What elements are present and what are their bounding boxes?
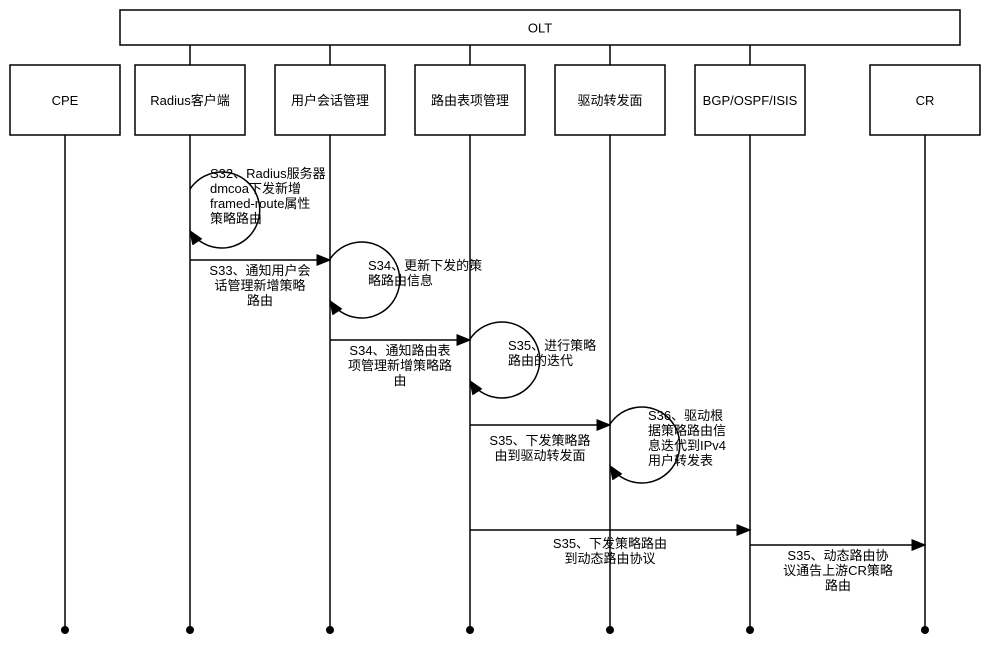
msg-label-7-0: S35、下发策略路由 — [553, 536, 667, 551]
msg-label-3-2: 由 — [393, 373, 406, 388]
msg-label-3-1: 项管理新增策略路 — [348, 358, 452, 373]
self-label-0-2: framed-route属性 — [210, 196, 310, 211]
self-label-6-0: S36、驱动根 — [648, 408, 723, 423]
msg-label-8-0: S35、动态路由协 — [787, 548, 888, 563]
lifeline-end-cpe — [61, 626, 69, 634]
self-label-0-1: dmcoa下发新增 — [210, 181, 301, 196]
msg-label-1-2: 路由 — [247, 293, 273, 308]
msg-label-3-0: S34、通知路由表 — [349, 343, 450, 358]
actor-label-session: 用户会话管理 — [291, 93, 369, 108]
actor-label-route: 路由表项管理 — [431, 93, 509, 108]
lifeline-end-cr — [921, 626, 929, 634]
lifeline-end-bgp — [746, 626, 754, 634]
self-label-6-3: 用户转发表 — [648, 453, 713, 468]
actor-label-drive: 驱动转发面 — [577, 93, 642, 108]
msg-label-5-0: S35、下发策略路 — [489, 433, 590, 448]
msg-label-8-2: 路由 — [825, 578, 851, 593]
lifeline-end-session — [326, 626, 334, 634]
self-label-2-0: S34、更新下发的策 — [368, 258, 482, 273]
lifeline-end-drive — [606, 626, 614, 634]
self-label-4-1: 路由的迭代 — [508, 353, 573, 368]
self-label-0-3: 策略路由 — [210, 211, 262, 226]
msg-label-1-1: 话管理新增策略 — [214, 278, 305, 293]
self-label-0-0: S32、Radius服务器 — [210, 166, 326, 181]
lifeline-end-route — [466, 626, 474, 634]
msg-label-8-1: 议通告上游CR策略 — [783, 563, 893, 578]
msg-label-1-0: S33、通知用户会 — [209, 263, 310, 278]
self-label-6-2: 息迭代到IPv4 — [648, 438, 726, 453]
msg-label-7-1: 到动态路由协议 — [564, 551, 655, 566]
actor-label-cpe: CPE — [52, 93, 79, 108]
actor-label-radius: Radius客户端 — [150, 93, 229, 108]
self-label-4-0: S35、进行策略 — [508, 338, 596, 353]
lifeline-end-radius — [186, 626, 194, 634]
self-label-6-1: 据策略路由信 — [648, 423, 726, 438]
self-label-2-1: 略路由信息 — [368, 273, 433, 288]
actor-label-cr: CR — [916, 93, 935, 108]
olt-label: OLT — [528, 21, 552, 36]
actor-label-bgp: BGP/OSPF/ISIS — [703, 93, 798, 108]
msg-label-5-1: 由到驱动转发面 — [494, 448, 585, 463]
